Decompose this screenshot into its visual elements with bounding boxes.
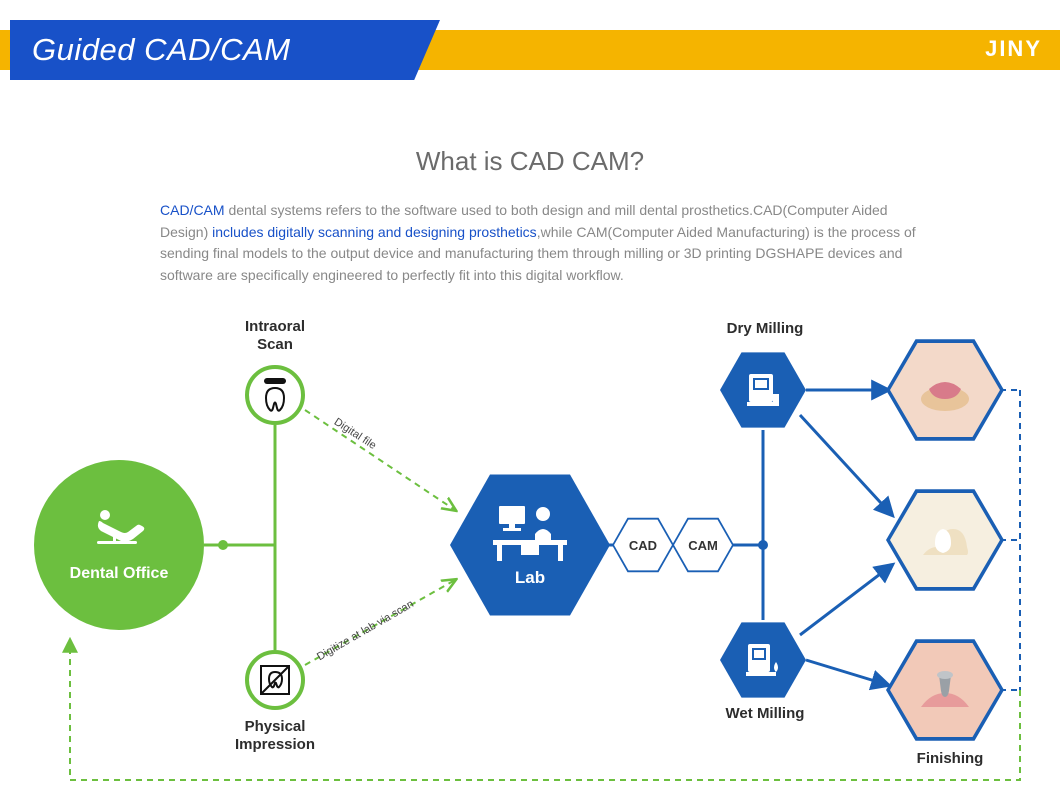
wet-mill-icon	[743, 640, 783, 680]
impression-icon	[259, 664, 291, 696]
intro-highlight-1: CAD/CAM	[160, 202, 225, 218]
edge-label-digital-file: Digital file	[332, 416, 379, 452]
node-output-1	[886, 336, 1004, 444]
node-cam: CAM	[672, 516, 734, 574]
section-heading: What is CAD CAM?	[0, 146, 1060, 177]
intro-highlight-2: includes digitally scanning and designin…	[212, 224, 537, 240]
node-dental-office-label: Dental Office	[70, 565, 169, 583]
header-banner: Guided CAD/CAM	[10, 20, 440, 80]
brand-logo: JINY	[985, 36, 1042, 62]
label-dry: Dry Milling	[710, 320, 820, 338]
node-physical	[245, 650, 305, 710]
edge-label-digitize: Digitize at lab via scan	[315, 598, 416, 663]
label-finishing: Finishing	[900, 750, 1000, 768]
node-output-2	[886, 486, 1004, 594]
workflow-diagram: Dental Office Intraoral Scan Physical Im…	[0, 300, 1060, 800]
label-intraoral: Intraoral Scan	[225, 318, 325, 354]
node-wet-milling	[720, 620, 806, 700]
label-physical: Physical Impression	[220, 718, 330, 754]
node-lab: Lab	[450, 470, 610, 620]
node-intraoral	[245, 365, 305, 425]
denture-icon	[915, 365, 975, 415]
node-output-3	[886, 636, 1004, 744]
dry-mill-icon	[743, 370, 783, 410]
node-cad: CAD	[612, 516, 674, 574]
crown-icon	[915, 515, 975, 565]
lab-desk-icon	[491, 502, 569, 564]
dental-chair-icon	[91, 507, 147, 551]
node-lab-label: Lab	[515, 568, 545, 588]
intro-paragraph: CAD/CAM dental systems refers to the sof…	[160, 200, 920, 287]
tooth-scan-icon	[260, 378, 290, 412]
node-dental-office: Dental Office	[34, 460, 204, 630]
page-title: Guided CAD/CAM	[32, 32, 291, 68]
label-wet: Wet Milling	[710, 705, 820, 723]
node-dry-milling	[720, 350, 806, 430]
implant-icon	[915, 665, 975, 715]
